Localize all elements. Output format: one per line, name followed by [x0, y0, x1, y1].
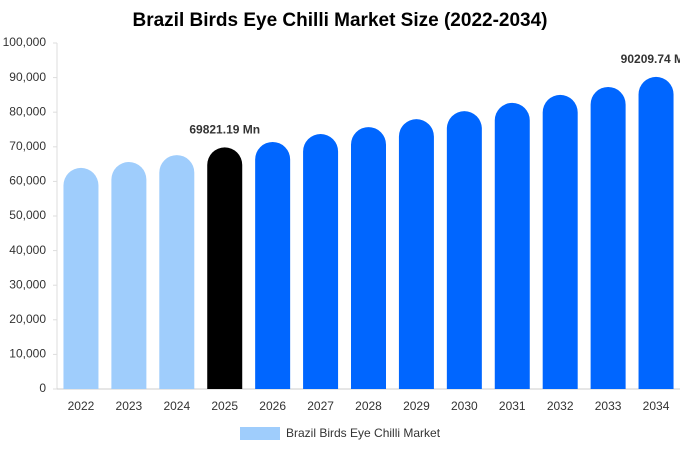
y-tick-label: 100,000 — [3, 35, 47, 49]
legend-swatch — [240, 427, 280, 440]
x-tick-label: 2028 — [355, 399, 382, 413]
bar — [446, 111, 482, 389]
value-label: 69821.19 Mn — [189, 123, 260, 137]
x-tick-label: 2026 — [259, 399, 286, 413]
chart-title: Brazil Birds Eye Chilli Market Size (202… — [132, 10, 547, 31]
x-tick-label: 2027 — [307, 399, 334, 413]
y-tick-label: 90,000 — [9, 70, 46, 84]
bar — [398, 119, 434, 390]
x-tick-label: 2030 — [451, 399, 478, 413]
x-tick-label: 2023 — [116, 399, 143, 413]
y-tick-label: 60,000 — [9, 174, 46, 188]
bar — [542, 94, 578, 390]
y-tick-label: 0 — [39, 381, 46, 395]
bar — [63, 167, 99, 389]
bar — [351, 127, 386, 390]
x-tick-label: 2031 — [499, 399, 526, 413]
x-tick-label: 2024 — [163, 399, 190, 413]
y-tick-label: 70,000 — [9, 139, 46, 153]
bar — [207, 147, 243, 389]
bar — [494, 102, 530, 389]
bar — [159, 155, 195, 389]
bar — [111, 162, 147, 389]
y-tick-label: 30,000 — [9, 277, 46, 291]
bar — [255, 141, 291, 389]
value-label: 90209.74 Mn — [621, 52, 680, 66]
y-tick-label: 10,000 — [9, 347, 46, 361]
bar — [590, 86, 626, 389]
y-tick-label: 40,000 — [9, 243, 46, 257]
x-tick-label: 2032 — [547, 399, 574, 413]
x-tick-label: 2022 — [68, 399, 95, 413]
x-tick-label: 2034 — [643, 399, 670, 413]
y-tick-label: 20,000 — [9, 312, 46, 326]
bar — [303, 133, 339, 389]
y-tick-label: 80,000 — [9, 104, 46, 118]
bar — [638, 76, 674, 389]
x-tick-label: 2033 — [595, 399, 622, 413]
y-tick-label: 50,000 — [9, 208, 46, 222]
x-tick-label: 2029 — [403, 399, 430, 413]
x-tick-label: 2025 — [211, 399, 238, 413]
legend-label: Brazil Birds Eye Chilli Market — [286, 426, 441, 440]
